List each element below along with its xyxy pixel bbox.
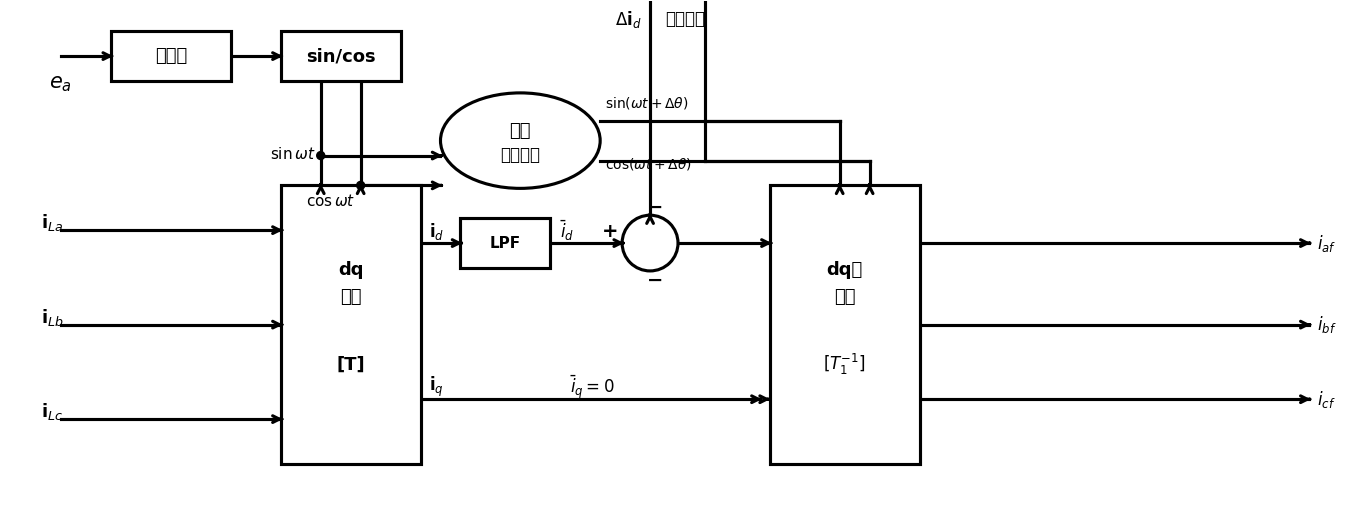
Text: 锁相环: 锁相环: [155, 47, 187, 65]
Ellipse shape: [441, 93, 600, 188]
Text: 变换: 变换: [833, 288, 855, 306]
Text: dq: dq: [338, 261, 363, 279]
Text: 电压调节: 电压调节: [666, 10, 705, 28]
Text: $\cos\omega t$: $\cos\omega t$: [307, 194, 356, 209]
Text: sin/cos: sin/cos: [306, 47, 375, 65]
Text: $i_{af}$: $i_{af}$: [1316, 232, 1335, 253]
Text: −: −: [647, 198, 663, 217]
Bar: [461, 218, 550, 268]
Text: $\cos(\omega t+\Delta\theta)$: $\cos(\omega t+\Delta\theta)$: [606, 156, 692, 172]
Text: $\sin(\omega t+\Delta\theta)$: $\sin(\omega t+\Delta\theta)$: [606, 95, 689, 111]
Text: 相位补偿: 相位补偿: [501, 145, 540, 163]
Text: −: −: [647, 271, 663, 290]
Text: $\Delta\mathbf{i}_d$: $\Delta\mathbf{i}_d$: [615, 9, 642, 30]
Circle shape: [356, 181, 364, 189]
Text: $[T_1^{-1}]$: $[T_1^{-1}]$: [824, 352, 866, 377]
Text: 基波: 基波: [510, 122, 531, 140]
Text: [T]: [T]: [337, 355, 366, 373]
Text: dq反: dq反: [827, 261, 863, 279]
Text: $i_{cf}$: $i_{cf}$: [1316, 389, 1335, 410]
Text: $\mathbf{i}_d$: $\mathbf{i}_d$: [428, 221, 443, 242]
Text: $\bar{i}_d$: $\bar{i}_d$: [561, 219, 574, 243]
Text: 变换: 变换: [340, 288, 361, 306]
Text: $\mathbf{i}_{La}$: $\mathbf{i}_{La}$: [41, 212, 64, 233]
Bar: [110, 31, 231, 81]
Bar: [281, 185, 420, 464]
Bar: [281, 31, 401, 81]
Circle shape: [316, 152, 325, 160]
Text: $\sin\omega t$: $\sin\omega t$: [270, 145, 315, 162]
Text: $\mathbf{i}_{Lb}$: $\mathbf{i}_{Lb}$: [41, 307, 64, 328]
Text: $\mathbf{i}_{Lc}$: $\mathbf{i}_{Lc}$: [41, 401, 64, 422]
Circle shape: [622, 215, 678, 271]
Text: $i_{bf}$: $i_{bf}$: [1316, 314, 1337, 335]
Text: $\mathbf{i}_q$: $\mathbf{i}_q$: [428, 375, 443, 399]
Text: LPF: LPF: [490, 236, 521, 250]
Bar: [769, 185, 919, 464]
Text: $\bar{i}_q=0$: $\bar{i}_q=0$: [570, 373, 615, 401]
Text: $e_a$: $e_a$: [49, 74, 72, 94]
Text: +: +: [602, 222, 618, 241]
